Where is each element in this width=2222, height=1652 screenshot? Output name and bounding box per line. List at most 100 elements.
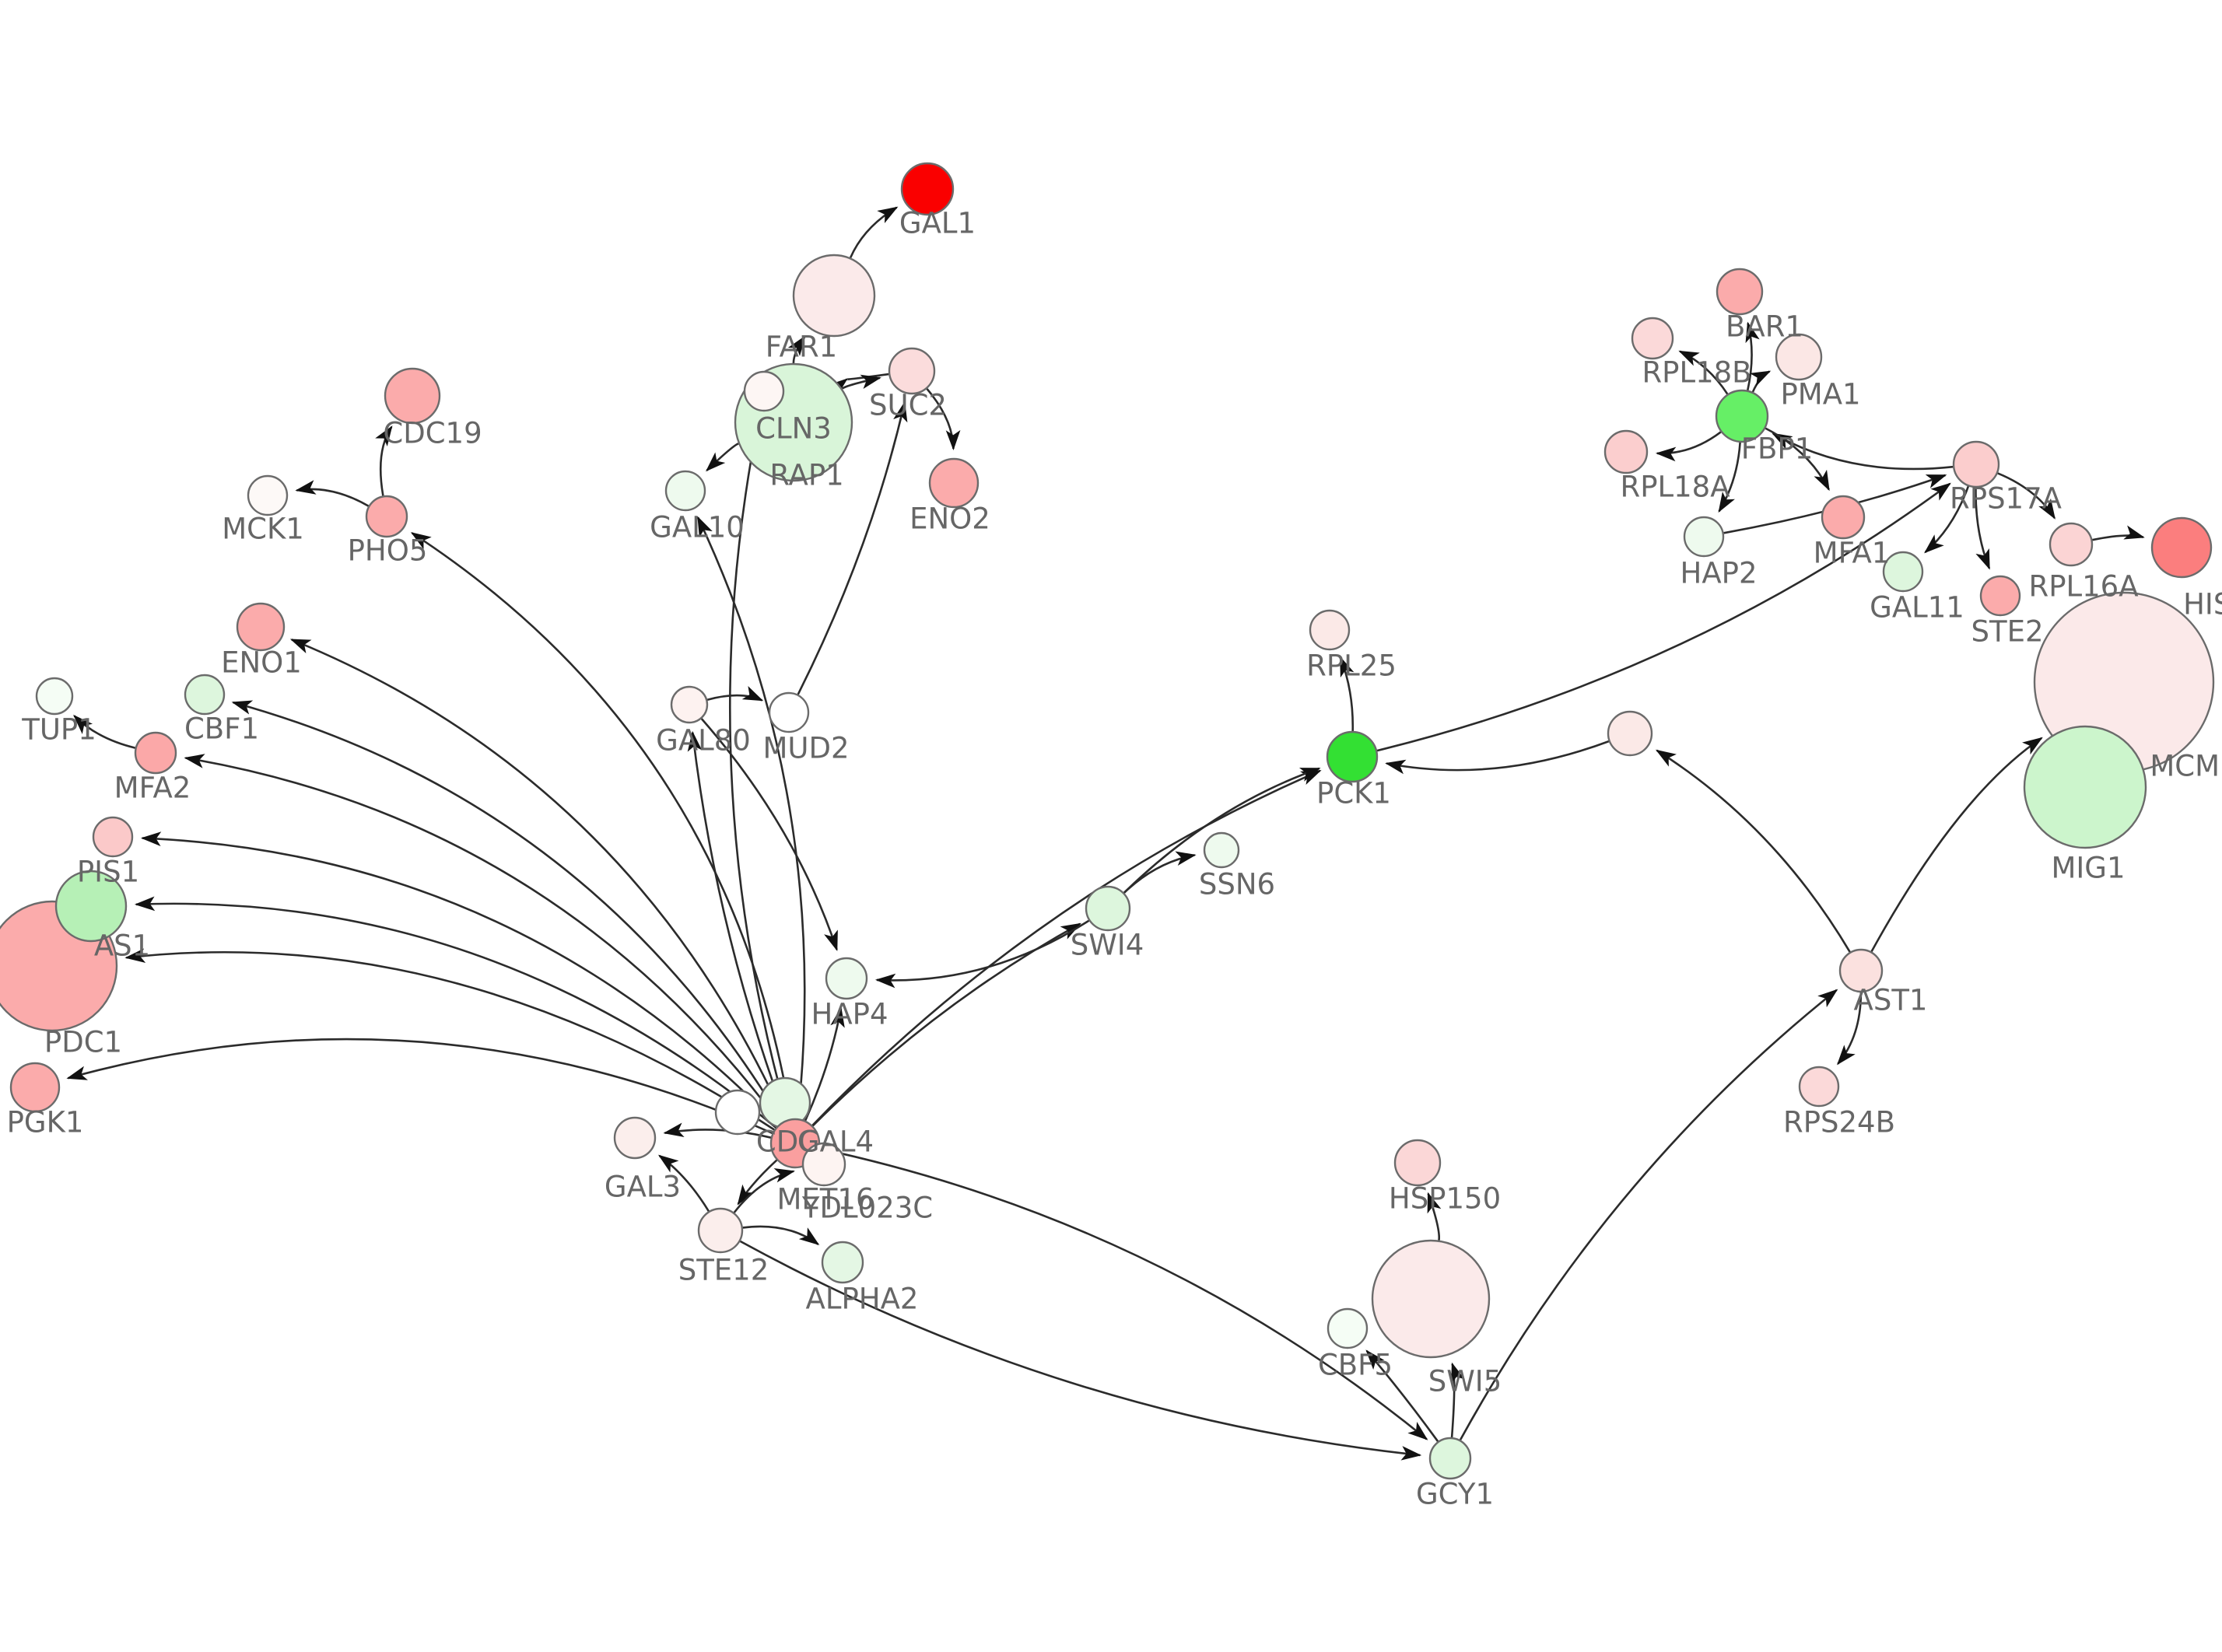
edge-gcy1-to-ast1 (1459, 989, 1838, 1440)
node-label-rps17a: RPS17A (1950, 482, 2062, 516)
node-label-pis1: PIS1 (77, 856, 139, 889)
node-pis1[interactable] (92, 816, 134, 858)
node-pma1[interactable] (1775, 333, 1823, 381)
edge-rps17a-to-rpl16a (1997, 472, 2056, 520)
node-suc2[interactable] (888, 347, 936, 395)
node-alpha2[interactable] (821, 1241, 864, 1284)
node-bar1[interactable] (1716, 268, 1764, 316)
node-eno2[interactable] (928, 457, 980, 509)
node-pgk1[interactable] (9, 1062, 61, 1113)
edge-fbp1-to-mfa1 (1765, 427, 1830, 492)
edge-fbp1-to-rpl18b (1678, 350, 1729, 395)
node-ste2[interactable] (1979, 575, 2021, 617)
node-label-eno1: ENO1 (221, 646, 302, 680)
node-cbf1[interactable] (184, 674, 226, 716)
edge-mud2-to-suc2 (797, 401, 908, 695)
node-layer (0, 162, 2215, 1480)
node-label-hsp150: HSP150 (1389, 1182, 1501, 1216)
node-far1[interactable] (792, 254, 876, 338)
node-gal1[interactable] (900, 162, 955, 216)
edge-gal80-to-hap4 (700, 718, 838, 951)
node-label-rap1: RAP1 (769, 459, 843, 492)
edge-pck1-to-rps17a (1376, 482, 1951, 752)
node-gal11[interactable] (1882, 551, 1924, 593)
edge-swi4-to-pck1 (1123, 767, 1321, 894)
node-rpl25[interactable] (1309, 609, 1351, 651)
node-gcy1[interactable] (1428, 1437, 1472, 1480)
edge-rpl16a-to-his4 (2092, 525, 2145, 541)
node-label-gal1: GAL1 (899, 207, 976, 240)
edge-gal4-to-ste12 (737, 1159, 778, 1206)
node-rpl16a[interactable] (2049, 522, 2094, 567)
node-pho5[interactable] (365, 495, 408, 538)
edge-ste12-to-ydl023c (733, 1168, 796, 1213)
node-label-ast1: AST1 (1854, 984, 1928, 1017)
edge-swi4-to-hap4 (874, 919, 1090, 989)
node-rps24b[interactable] (1798, 1066, 1840, 1108)
node-eno1[interactable] (236, 602, 286, 652)
node-ydl023c[interactable] (801, 1142, 846, 1187)
edge-gal4-to-eno1 (289, 639, 787, 1122)
node-label-gal11: GAL11 (1870, 591, 1964, 625)
node-mck1[interactable] (247, 474, 289, 516)
node-pck1[interactable] (1326, 730, 1379, 783)
edge-rps17a-to-ste2 (1975, 487, 1991, 570)
node-label-gal4: GAL4 (797, 1125, 874, 1159)
node-ast1[interactable] (1838, 948, 1884, 993)
node-gal3[interactable] (613, 1116, 657, 1160)
node-label-met16: MET16 (777, 1183, 874, 1216)
node-mig1[interactable] (2023, 725, 2147, 849)
node-label-ydl023c: YDL023C (801, 1192, 933, 1225)
node-label-cbf1: CBF1 (184, 712, 259, 746)
node-rap1[interactable] (743, 370, 785, 412)
edge-ast1-to-node_x (1655, 749, 1851, 953)
node-node_x[interactable] (1607, 710, 1653, 757)
edge-cln3-to-gal10 (705, 443, 739, 472)
node-rpl18a[interactable] (1603, 429, 1649, 474)
edge-gal4-to-gal80 (687, 730, 788, 1121)
edge-cln3-to-far1 (787, 335, 806, 364)
edge-gal4-to-hap4 (804, 1006, 845, 1122)
node-tup1[interactable] (35, 677, 74, 716)
node-as1[interactable] (54, 870, 128, 943)
edge-gcy1-to-swi5 (1450, 1362, 1465, 1438)
edge-node_x-to-pck1 (1385, 740, 1610, 775)
node-swi4[interactable] (1085, 885, 1131, 932)
edge-gal4-to-rap1 (728, 418, 790, 1120)
node-label-rpl25: RPL25 (1306, 649, 1397, 683)
node-cbf5[interactable] (1327, 1307, 1369, 1349)
node-swi5[interactable] (1371, 1239, 1491, 1359)
node-hsp150[interactable] (1393, 1139, 1442, 1187)
node-hap4[interactable] (825, 957, 868, 1000)
edge-gal4-to-pck1 (811, 769, 1322, 1126)
node-label-mfa1: MFA1 (1814, 537, 1891, 570)
edge-gal4-to-gal10 (697, 516, 806, 1119)
edge-fbp1-to-pma1 (1749, 370, 1772, 393)
node-label-cdc19: CDC19 (383, 417, 482, 450)
node-label-mud2: MUD2 (762, 732, 849, 765)
node-label-pma1: PMA1 (1780, 378, 1860, 411)
node-label-mck1: MCK1 (222, 513, 304, 546)
edge-ast1-to-mcm1 (1870, 737, 2043, 953)
node-label-tup1: TUP1 (21, 713, 96, 747)
node-mfa1[interactable] (1821, 495, 1866, 540)
node-gal80[interactable] (670, 685, 709, 724)
node-label-suc2: SUC2 (869, 389, 947, 422)
edge-suc2-to-eno2 (926, 388, 961, 451)
node-label-swi4: SWI4 (1071, 929, 1144, 962)
node-gal10[interactable] (664, 470, 706, 512)
node-label-rpl18b: RPL18B (1642, 356, 1751, 390)
node-ssn6[interactable] (1203, 831, 1240, 869)
node-cdc[interactable] (714, 1089, 761, 1136)
node-rps17a[interactable] (1952, 440, 2000, 488)
node-rpl18b[interactable] (1631, 317, 1674, 360)
node-mfa2[interactable] (134, 731, 177, 775)
node-hap2[interactable] (1683, 516, 1725, 558)
node-cdc19[interactable] (384, 367, 441, 425)
node-fbp1[interactable] (1715, 389, 1769, 443)
node-his4[interactable] (2150, 516, 2213, 579)
node-ste12[interactable] (697, 1207, 744, 1254)
node-label-gal10: GAL10 (650, 511, 745, 544)
node-mud2[interactable] (768, 691, 810, 733)
